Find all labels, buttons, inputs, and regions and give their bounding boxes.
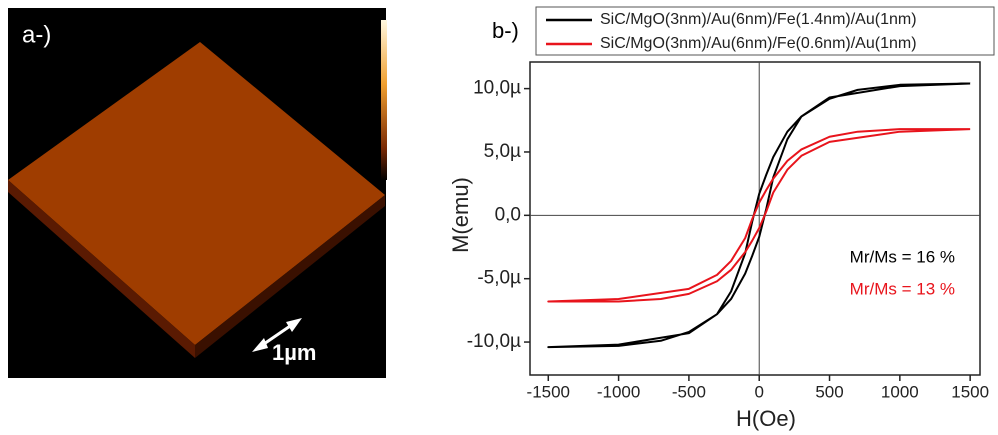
scale-bar-label: 1µm (272, 340, 316, 365)
annotation: Mr/Ms = 16 % (850, 247, 955, 266)
y-tick-label: -5,0µ (477, 268, 521, 289)
y-tick-label: 0,0 (495, 204, 521, 225)
legend-label: SiC/MgO(3nm)/Au(6nm)/Fe(0.6nm)/Au(1nm) (600, 35, 917, 52)
x-tick-label: -500 (672, 382, 706, 401)
x-tick-label: -1000 (597, 382, 640, 401)
chart: b-) H(Oe) M(emu) -1500 -1000 -500 0 500 1000 1… (448, 6, 995, 431)
x-axis-label: H(Oe) (736, 406, 796, 431)
x-tick-label: 1000 (881, 382, 919, 401)
annotation: Mr/Ms = 13 % (850, 279, 955, 298)
x-tick-label: 0 (754, 382, 763, 401)
y-axis-label: M(emu) (448, 177, 473, 253)
y-tick-label: -10,0µ (467, 331, 521, 352)
afm-image: a-) 1µm (8, 8, 387, 378)
panel-label: b-) (492, 18, 519, 43)
plot-frame (529, 61, 981, 376)
y-tick-label: 10,0µ (473, 78, 521, 99)
hysteresis-loop (547, 128, 971, 303)
x-tick-label: -1500 (527, 382, 570, 401)
legend-box (535, 6, 995, 56)
y-tick-label: 5,0µ (484, 141, 521, 162)
x-tick-label: 1500 (951, 382, 989, 401)
legend-label: SiC/MgO(3nm)/Au(6nm)/Fe(1.4nm)/Au(1nm) (600, 11, 917, 28)
panel-label: a-) (22, 21, 51, 48)
x-tick-label: 500 (815, 382, 843, 401)
